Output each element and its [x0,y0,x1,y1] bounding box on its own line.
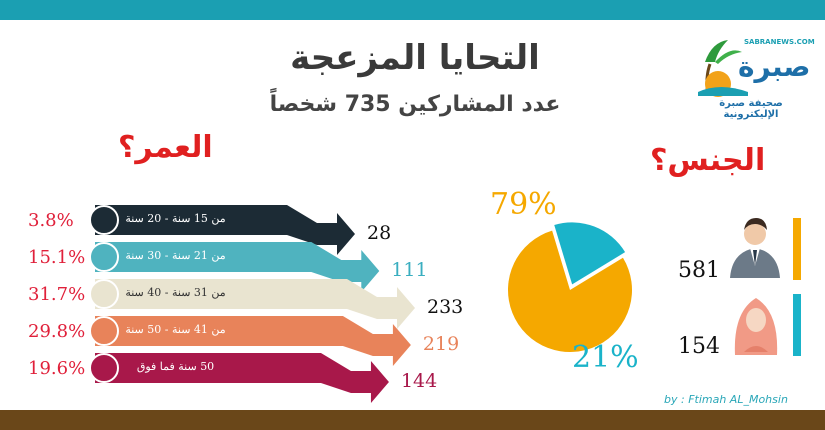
age-dot-2 [89,242,119,272]
age-arrow-4 [95,316,411,366]
male-person-icon [730,218,780,278]
age-dot-5 [89,353,119,383]
bottom-bar [0,410,825,430]
pie-label-female: 21% [572,340,639,375]
page-subtitle: عدد المشاركين 735 شخصاً [269,92,561,117]
male-bar [793,218,801,280]
top-bar [0,0,825,20]
age-arrow-2 [95,242,380,292]
age-percent-label: 19.6% [28,358,86,379]
age-arrow-5 [95,353,389,403]
palm-leaf-icon-2 [715,50,742,64]
pie-label-male: 79% [490,187,557,222]
female-count: 154 [678,334,720,359]
age-percent-label: 3.8% [28,210,74,231]
age-value-label: 233 [427,296,464,318]
gender-title: الجنس؟ [650,143,766,178]
age-title: العمر؟ [118,130,213,165]
age-value-label: 219 [422,333,460,355]
age-arrow-3 [95,279,415,329]
age-value-label: 144 [400,370,438,392]
age-dot-4 [89,316,119,346]
palm-leaf-icon [705,40,728,62]
age-percent-label: 31.7% [28,284,86,305]
age-arrow-1 [95,205,355,255]
age-category-label: 50 سنة فما فوق [136,360,215,373]
female-hijab-icon [734,298,778,355]
credit-text: by : Ftimah AL_Mohsin [664,393,788,406]
age-category-label: من 31 سنة - 40 سنة [125,286,226,299]
female-bar [793,294,801,356]
male-count: 581 [678,258,720,283]
page-title: التحايا المزعجة [290,38,540,78]
age-percent-label: 15.1% [28,247,86,268]
logo-site: SABRANEWS.COM [744,38,815,46]
wave-icon [698,87,748,96]
age-dot-3 [89,279,119,309]
logo-name: صبرة [738,50,811,83]
age-category-label: من 15 سنة - 20 سنة [125,212,226,225]
logo-tagline: صحيفة صبرة الإليكترونية [719,98,783,120]
age-category-label: من 41 سنة - 50 سنة [125,323,226,336]
age-value-label: 111 [391,259,428,281]
pie-slice-female [554,222,626,285]
age-category-label: من 21 سنة - 30 سنة [125,249,226,262]
age-percent-label: 29.8% [28,321,86,342]
age-dot-1 [89,205,119,235]
age-value-label: 28 [367,222,392,244]
pie-slice-male [507,230,632,352]
